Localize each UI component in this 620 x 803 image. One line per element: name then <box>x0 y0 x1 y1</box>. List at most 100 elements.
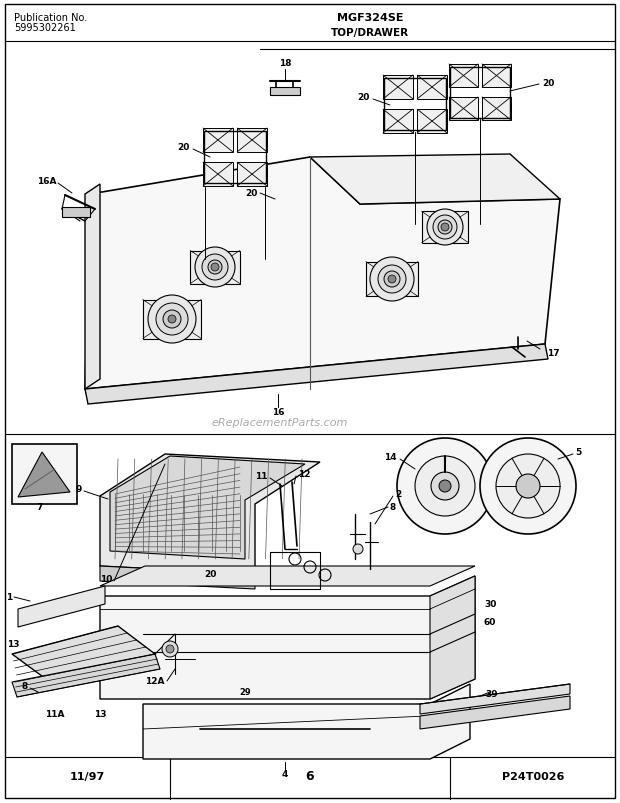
Polygon shape <box>366 263 418 297</box>
Polygon shape <box>100 577 475 699</box>
Polygon shape <box>100 566 475 586</box>
Polygon shape <box>110 456 305 560</box>
Text: TOP/DRAWER: TOP/DRAWER <box>331 28 409 38</box>
Polygon shape <box>100 454 320 574</box>
Text: 20: 20 <box>542 79 554 88</box>
Text: 60: 60 <box>484 618 497 626</box>
Text: 11/97: 11/97 <box>69 771 105 781</box>
Text: 16A: 16A <box>37 177 57 186</box>
Polygon shape <box>375 268 409 291</box>
Text: 6: 6 <box>306 769 314 783</box>
Bar <box>62 208 90 218</box>
Circle shape <box>431 472 459 500</box>
Text: 2: 2 <box>395 490 401 499</box>
Circle shape <box>397 438 493 534</box>
Polygon shape <box>420 684 570 714</box>
Text: 14: 14 <box>384 453 397 462</box>
Circle shape <box>496 454 560 519</box>
Circle shape <box>202 255 228 281</box>
Polygon shape <box>12 654 160 697</box>
Polygon shape <box>85 185 100 389</box>
Polygon shape <box>237 129 267 153</box>
Polygon shape <box>482 98 511 121</box>
Text: 29: 29 <box>239 687 251 697</box>
Circle shape <box>438 221 452 234</box>
Bar <box>270 88 300 96</box>
Text: 13: 13 <box>7 640 20 649</box>
Circle shape <box>427 210 463 246</box>
Circle shape <box>378 266 406 294</box>
Circle shape <box>441 224 449 232</box>
Circle shape <box>168 316 176 324</box>
Text: 13: 13 <box>94 710 106 719</box>
Polygon shape <box>449 98 478 121</box>
Text: MGF324SE: MGF324SE <box>337 13 403 23</box>
Polygon shape <box>417 76 447 100</box>
Circle shape <box>415 456 475 516</box>
Polygon shape <box>420 696 570 729</box>
Text: 20: 20 <box>246 188 258 198</box>
Polygon shape <box>100 566 255 589</box>
Polygon shape <box>203 129 233 153</box>
Circle shape <box>480 438 576 534</box>
Polygon shape <box>18 452 70 497</box>
Circle shape <box>439 480 451 492</box>
Text: Publication No.: Publication No. <box>14 13 87 23</box>
Text: 18: 18 <box>279 59 291 67</box>
Text: 12A: 12A <box>146 677 165 686</box>
Polygon shape <box>18 586 105 627</box>
Polygon shape <box>383 110 413 134</box>
Circle shape <box>433 216 457 240</box>
Circle shape <box>166 645 174 653</box>
Text: 1: 1 <box>6 593 12 601</box>
Polygon shape <box>482 65 511 88</box>
Text: 9: 9 <box>76 485 82 494</box>
Circle shape <box>384 271 400 287</box>
Circle shape <box>208 261 222 275</box>
Polygon shape <box>310 155 560 205</box>
Polygon shape <box>85 158 560 389</box>
Circle shape <box>388 275 396 283</box>
Text: 20: 20 <box>204 570 216 579</box>
Polygon shape <box>153 307 191 332</box>
Circle shape <box>148 296 196 344</box>
Circle shape <box>163 311 181 328</box>
Text: 8: 8 <box>390 503 396 512</box>
Text: 7: 7 <box>37 503 43 512</box>
Text: 8: 8 <box>22 682 28 691</box>
Polygon shape <box>143 300 202 339</box>
Circle shape <box>370 258 414 302</box>
Text: 17: 17 <box>547 349 560 358</box>
Bar <box>12 444 77 504</box>
Text: 5: 5 <box>575 448 581 457</box>
Polygon shape <box>85 344 548 405</box>
Circle shape <box>162 642 178 657</box>
Text: P24T0026: P24T0026 <box>502 771 564 781</box>
Circle shape <box>516 475 540 499</box>
Circle shape <box>156 304 188 336</box>
Polygon shape <box>237 163 267 187</box>
Text: 39: 39 <box>485 690 498 699</box>
Polygon shape <box>143 684 470 759</box>
Text: 20: 20 <box>358 93 370 102</box>
Text: 12: 12 <box>298 470 311 479</box>
Polygon shape <box>430 577 475 699</box>
Text: 11: 11 <box>255 472 268 481</box>
Polygon shape <box>383 76 413 100</box>
Text: eReplacementParts.com: eReplacementParts.com <box>212 418 348 427</box>
Text: 11A: 11A <box>45 710 64 719</box>
Text: 16: 16 <box>272 408 284 417</box>
Polygon shape <box>203 163 233 187</box>
Polygon shape <box>12 626 155 683</box>
Polygon shape <box>430 218 460 238</box>
Text: 5995302261: 5995302261 <box>14 23 76 33</box>
Polygon shape <box>417 110 447 134</box>
Circle shape <box>195 247 235 287</box>
Polygon shape <box>422 212 468 243</box>
Circle shape <box>211 263 219 271</box>
Polygon shape <box>199 257 231 279</box>
Text: 20: 20 <box>177 143 190 153</box>
Polygon shape <box>449 65 478 88</box>
Polygon shape <box>190 251 240 284</box>
Text: 4: 4 <box>282 769 288 779</box>
